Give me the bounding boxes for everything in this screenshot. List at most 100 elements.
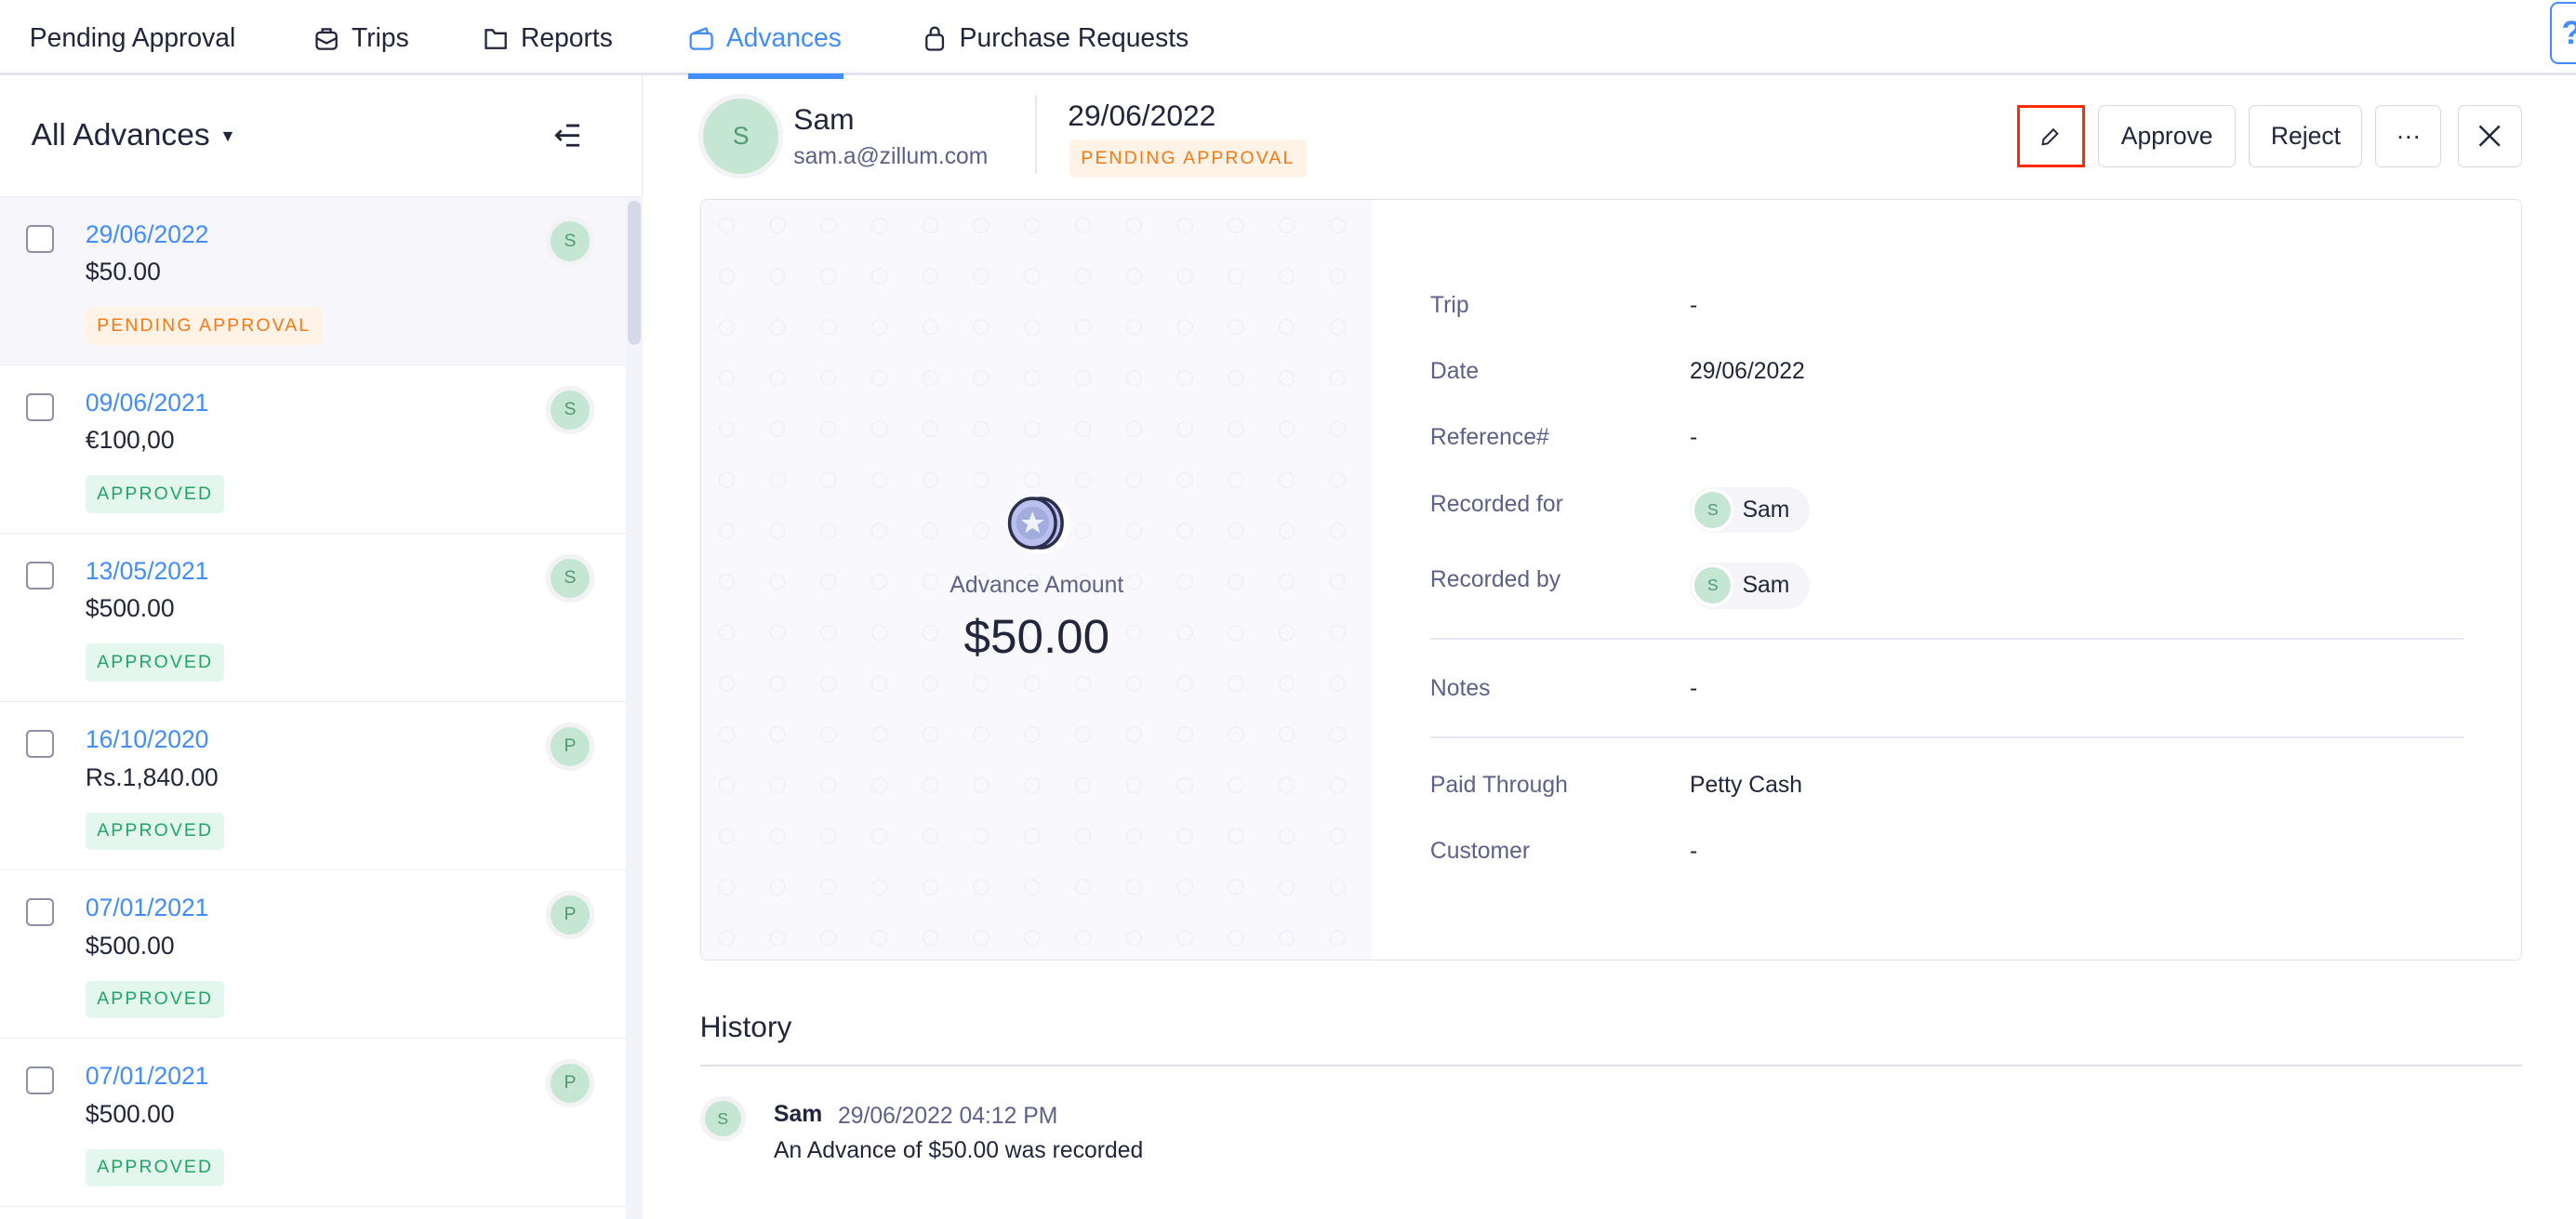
list-item[interactable]: 13/05/2021 $500.00 APPROVED S <box>0 534 627 703</box>
help-button[interactable]: ? <box>2549 1 2576 64</box>
scrollbar[interactable] <box>626 196 643 1219</box>
advance-detail: S Sam sam.a@zillum.com 29/06/2022 PENDIN… <box>644 75 2576 1219</box>
history-message: An Advance of $50.00 was recorded <box>774 1138 1144 1164</box>
tab-trips[interactable]: Trips <box>313 0 409 75</box>
list-item[interactable]: 09/06/2021 €100,00 APPROVED S <box>0 365 627 535</box>
approve-button[interactable]: Approve <box>2097 105 2237 168</box>
list-item[interactable]: 07/01/2021 $500.00 APPROVED P <box>0 1039 627 1208</box>
date-value: 29/06/2022 <box>1690 359 1805 385</box>
caret-down-icon: ▼ <box>219 126 236 145</box>
select-checkbox[interactable] <box>26 1067 55 1095</box>
list-item[interactable]: 16/10/2020 Rs.1,840.00 APPROVED P <box>0 702 627 871</box>
collapse-sidebar-icon[interactable] <box>551 119 584 152</box>
advance-date-link[interactable]: 07/01/2021 <box>85 1062 209 1090</box>
wallet-icon <box>689 26 713 50</box>
advance-date-link[interactable]: 13/05/2021 <box>85 556 209 585</box>
list-item[interactable]: 29/06/2022 $50.00 PENDING APPROVAL S <box>0 196 627 366</box>
sidebar-title: All Advances <box>31 118 210 153</box>
suitcase-icon <box>315 27 339 50</box>
amount-panel: Advance Amount $50.00 <box>700 199 1374 961</box>
advance-amount: $500.00 <box>85 594 175 623</box>
advance-amount: $500.00 <box>85 931 175 960</box>
list-item[interactable]: 07/01/2021 $500.00 APPROVED P <box>0 870 627 1040</box>
avatar: S <box>550 221 591 261</box>
advance-date-link[interactable]: 29/06/2022 <box>85 219 209 248</box>
divider <box>1429 638 2464 641</box>
bag-icon <box>925 26 945 51</box>
close-button[interactable] <box>2457 105 2522 168</box>
notes-label: Notes <box>1429 676 1491 702</box>
folder-icon <box>485 28 508 49</box>
avatar: S <box>1694 567 1732 604</box>
recorded-by-chip[interactable]: S Sam <box>1690 563 1810 609</box>
status-badge: APPROVED <box>85 812 225 851</box>
advance-amount: €100,00 <box>85 426 175 455</box>
recorded-by-label: Recorded by <box>1429 567 1561 593</box>
amount-label: Advance Amount <box>949 572 1124 598</box>
close-icon <box>2478 126 2501 148</box>
tab-label: Pending Approval <box>29 22 236 53</box>
advance-amount: $50.00 <box>85 258 161 286</box>
paid-through-value: Petty Cash <box>1690 773 1802 799</box>
status-badge: APPROVED <box>85 1148 225 1187</box>
more-options-button[interactable]: ··· <box>2375 105 2442 168</box>
avatar: P <box>550 1063 591 1104</box>
select-checkbox[interactable] <box>26 898 55 927</box>
coin-icon <box>1007 495 1071 555</box>
user-email: sam.a@zillum.com <box>793 144 989 170</box>
tab-purchase-requests[interactable]: Purchase Requests <box>922 0 1188 75</box>
trip-value: - <box>1690 293 1698 319</box>
recorded-for-chip[interactable]: S Sam <box>1690 486 1810 534</box>
trip-label: Trip <box>1429 293 1469 319</box>
amount-value: $50.00 <box>963 609 1110 663</box>
advance-date-link[interactable]: 16/10/2020 <box>85 724 209 753</box>
advance-amount: $500.00 <box>85 1099 175 1128</box>
history-time: 29/06/2022 04:12 PM <box>837 1104 1058 1130</box>
divider <box>1429 736 2464 739</box>
pencil-icon <box>2041 128 2060 146</box>
recorded-by-value: Sam <box>1742 572 1790 598</box>
avatar: P <box>550 726 591 767</box>
advance-amount: Rs.1,840.00 <box>85 762 219 791</box>
advances-list: 29/06/2022 $50.00 PENDING APPROVAL S 09/06/2… <box>0 196 642 1208</box>
select-checkbox[interactable] <box>26 393 55 422</box>
tab-advances[interactable]: Advances <box>688 0 844 79</box>
status-badge: PENDING APPROVAL <box>1069 139 1307 178</box>
select-checkbox[interactable] <box>26 225 55 254</box>
tab-pending-approval[interactable]: Pending Approval <box>30 0 235 75</box>
advance-date-link[interactable]: 07/01/2021 <box>85 893 209 921</box>
divider <box>1034 95 1037 175</box>
tab-label: Advances <box>725 22 842 53</box>
scrollbar-thumb[interactable] <box>627 200 641 345</box>
advances-sidebar: All Advances ▼ 29/06/2022 $50.00 PENDING AP… <box>0 75 643 1219</box>
reference-value: - <box>1690 424 1698 450</box>
select-checkbox[interactable] <box>26 730 55 759</box>
customer-value: - <box>1690 838 1698 864</box>
advance-card: Advance Amount $50.00 Trip - Date 29/06/… <box>699 198 2522 961</box>
status-badge: APPROVED <box>85 980 225 1019</box>
reject-button[interactable]: Reject <box>2249 105 2363 168</box>
status-badge: APPROVED <box>85 643 225 682</box>
recorded-for-label: Recorded for <box>1429 492 1563 518</box>
history-user: Sam <box>774 1102 823 1128</box>
status-badge: PENDING APPROVAL <box>85 307 323 345</box>
avatar: S <box>703 98 779 175</box>
tab-label: Trips <box>352 22 409 53</box>
view-filter-dropdown[interactable]: All Advances ▼ <box>32 118 236 153</box>
user-name: Sam <box>793 101 855 136</box>
notes-value: - <box>1690 676 1698 702</box>
avatar: S <box>550 558 591 598</box>
customer-label: Customer <box>1429 838 1531 864</box>
tab-label: Reports <box>520 22 613 53</box>
tab-label: Purchase Requests <box>959 22 1189 53</box>
select-checkbox[interactable] <box>26 562 55 590</box>
edit-button[interactable] <box>2017 105 2085 168</box>
history-title: History <box>699 1010 792 1044</box>
avatar: S <box>704 1100 741 1137</box>
avatar: S <box>1694 492 1732 529</box>
reference-label: Reference# <box>1429 424 1549 450</box>
paid-through-label: Paid Through <box>1429 773 1568 799</box>
advance-date-link[interactable]: 09/06/2021 <box>85 388 209 417</box>
tab-reports[interactable]: Reports <box>483 0 613 75</box>
status-badge: APPROVED <box>85 475 225 514</box>
